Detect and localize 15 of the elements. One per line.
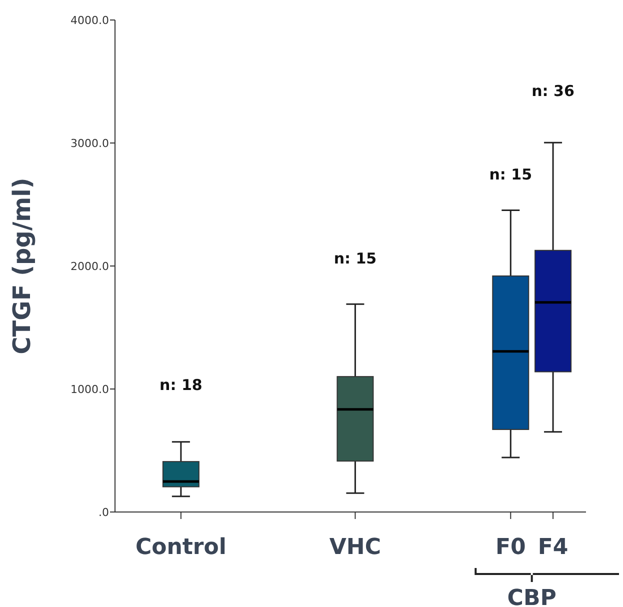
annotation: n: 36 [532,82,574,100]
y-tick-label: .0 [98,506,109,519]
x-tick-label: F4 [538,535,568,560]
y-axis-title: CTGF (pg/ml) [8,178,36,354]
text: CBP [507,586,556,607]
annotation: n: 15 [489,166,532,184]
y-tick-label: 4000.0 [70,14,109,27]
y-tick-label: 2000.0 [70,260,109,273]
y-tick-label: 3000.0 [70,136,109,150]
x-tick-label: VHC [329,535,382,560]
x-tick-label: Control [135,535,226,560]
x-tick-label: F0 [495,535,526,560]
annotation: n: 15 [334,250,377,268]
y-tick-label: 1000.0 [70,382,109,396]
annotation: n: 18 [160,376,202,394]
